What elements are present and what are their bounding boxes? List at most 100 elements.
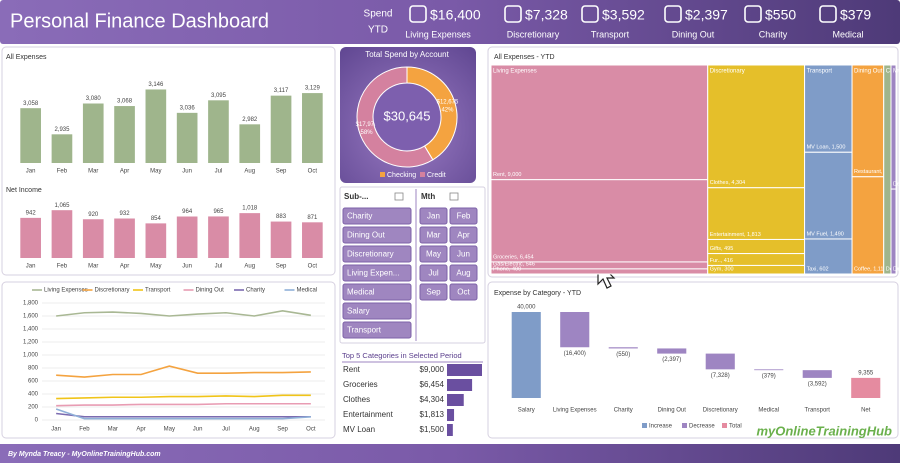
slicer-button-label[interactable]: Medical (347, 288, 375, 297)
kpi-name: Living Expenses (405, 29, 471, 39)
slicer-button[interactable] (342, 283, 412, 301)
tile-label: Phone, 400 (493, 266, 521, 272)
data-label: 854 (151, 216, 162, 222)
bar (20, 217, 41, 258)
slicer-button-label[interactable]: Aug (456, 269, 470, 278)
bar (447, 409, 455, 421)
series-line (55, 408, 311, 420)
bar (145, 223, 167, 258)
treemap-tile (490, 64, 709, 181)
bar (176, 216, 198, 258)
legend-swatch (642, 423, 647, 428)
waterfall-bar (754, 369, 784, 371)
bar (145, 89, 167, 163)
slicer-button[interactable] (449, 226, 478, 244)
bar (51, 134, 73, 163)
chart-title: Expense by Category - YTD (494, 290, 581, 297)
slicer-button[interactable] (449, 245, 478, 263)
tile-label: Entertainment, 1,813 (710, 232, 761, 238)
slicer-button-label[interactable]: Jan (427, 212, 440, 221)
waterfall-bar (705, 353, 735, 370)
group-label: Transport (807, 69, 833, 75)
slicer-button-label[interactable]: Sep (426, 288, 441, 297)
slicer-button[interactable] (419, 245, 448, 263)
slicer-button-label[interactable]: Living Expen... (347, 269, 399, 278)
slicer-button-label[interactable]: Oct (457, 288, 470, 297)
x-tick-label: Transport (805, 408, 831, 414)
slicer-button-label[interactable]: Jun (457, 250, 470, 259)
tile-label: Rent, 9,000 (493, 172, 521, 178)
slicer-filter-icon (394, 192, 404, 201)
treemap-tile (707, 187, 806, 240)
bar (447, 424, 453, 436)
tile-label: Gas/Electric, 546 (493, 261, 535, 267)
series-line (56, 365, 311, 378)
slicer-button[interactable] (342, 207, 412, 225)
bar (447, 394, 464, 406)
data-label: 871 (307, 215, 318, 221)
slicer-button[interactable] (419, 226, 448, 244)
slicer-button-label[interactable]: Salary (347, 307, 370, 316)
data-label: 3,117 (274, 88, 289, 94)
slicer-button-label[interactable]: May (426, 250, 441, 259)
category-label: Entertainment (343, 410, 394, 419)
kpi-name: Charity (759, 29, 788, 39)
slicer-button-label[interactable]: Apr (457, 231, 470, 240)
x-tick-label: Jul (222, 427, 230, 433)
y-tick-label: 1,400 (23, 327, 39, 333)
slicer-button[interactable] (342, 226, 412, 244)
waterfall-bar (511, 312, 541, 398)
y-tick-label: 0 (35, 418, 39, 424)
waterfall-bar (560, 312, 590, 348)
data-label: 1,065 (54, 203, 70, 209)
kpi-value: $379 (840, 7, 871, 23)
x-tick-label: Apr (120, 169, 129, 175)
slicer-button[interactable] (342, 302, 412, 320)
legend-label: Living Expenses (44, 288, 88, 294)
slicer-button[interactable] (449, 207, 478, 225)
tile-label: De.., 225 (893, 182, 900, 188)
x-tick-label: Jun (182, 169, 192, 175)
group-label: Living Expenses (493, 69, 537, 75)
slicer-button[interactable] (342, 245, 412, 263)
slicer-button[interactable] (449, 283, 478, 301)
group-label: Discretionary (710, 69, 745, 75)
slice-percent-label: 42% (441, 107, 454, 113)
slicer-button[interactable] (449, 264, 478, 282)
data-label: 2,935 (54, 127, 70, 133)
series-line (56, 309, 311, 317)
slicer-button[interactable] (419, 283, 448, 301)
chart-title: Top 5 Categories in Selected Period (342, 351, 462, 360)
slicer-button[interactable] (342, 321, 412, 339)
x-tick-label: Charity (614, 408, 633, 414)
x-tick-label: Aug (244, 264, 255, 270)
data-label: 9,355 (858, 370, 874, 376)
treemap-tile (890, 64, 897, 190)
category-label: MV Loan (343, 425, 375, 434)
slicer-button-label[interactable]: Discretionary (347, 250, 394, 259)
x-tick-label: Sep (276, 169, 287, 175)
slicer-button-label[interactable]: Transport (347, 326, 382, 335)
slicer-button-label[interactable]: Mar (427, 231, 441, 240)
slicer-button-label[interactable]: Dining Out (347, 231, 386, 240)
bar (114, 106, 135, 163)
slicer-button-label[interactable]: Jul (428, 269, 438, 278)
slicer-button[interactable] (419, 207, 448, 225)
slicer-button[interactable] (342, 264, 412, 282)
legend-label: Decrease (689, 424, 715, 430)
series-line (56, 394, 311, 400)
treemap-tile (890, 188, 897, 275)
kpi-icon (664, 5, 682, 23)
kpi-icon (504, 5, 522, 23)
chart-title: Total Spend by Account (365, 50, 449, 59)
slicer-button-label[interactable]: Charity (347, 212, 372, 221)
tile-label: Clothes, 4,304 (710, 180, 745, 186)
x-tick-label: Oct (308, 169, 318, 175)
data-label: 2,982 (242, 117, 258, 123)
slicer-button-label[interactable]: Feb (457, 212, 471, 221)
slicer-button[interactable] (419, 264, 448, 282)
y-tick-label: 400 (28, 392, 39, 398)
kpi-value: $7,328 (525, 7, 568, 23)
kpi-value: $3,592 (602, 7, 645, 23)
